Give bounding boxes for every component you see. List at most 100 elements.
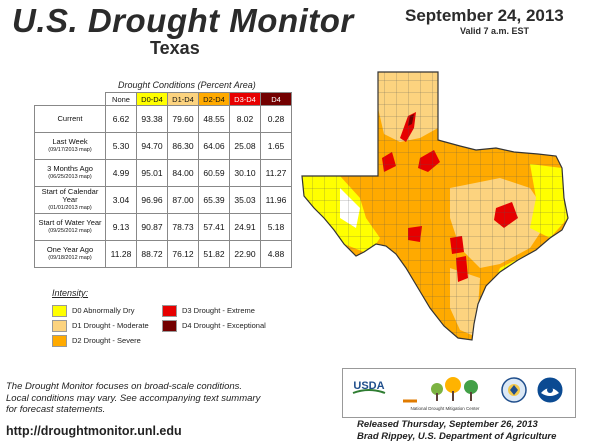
table-cell: 0.28 [260, 105, 292, 133]
table-cell: 6.62 [105, 105, 137, 133]
table-cell: 8.02 [229, 105, 261, 133]
row-label-text: One Year Ago [46, 245, 94, 254]
table-cell: 93.38 [136, 105, 168, 133]
col-header: D3-D4 [229, 92, 261, 106]
table-cell: 84.00 [167, 159, 199, 187]
col-header: None [105, 92, 137, 106]
legend-swatch [52, 305, 67, 317]
table-title: Drought Conditions (Percent Area) [118, 80, 256, 90]
table-cell: 24.91 [229, 213, 261, 241]
row-label-sub: (09/17/2013 map) [48, 147, 92, 153]
table-cell: 1.65 [260, 132, 292, 160]
table-cell: 48.55 [198, 105, 230, 133]
table-cell: 96.96 [136, 186, 168, 214]
valid-time: Valid 7 a.m. EST [460, 26, 530, 36]
drought-conditions-table: None D0-D4 D1-D4 D2-D4 D3-D4 D4 Current 6… [34, 92, 292, 268]
legend-label: D4 Drought - Exceptional [182, 321, 266, 330]
usda-text: USDA [353, 380, 384, 392]
row-label: One Year Ago (09/18/2012 map) [34, 240, 106, 268]
table-cell: 3.04 [105, 186, 137, 214]
table-row: Current 6.62 93.38 79.60 48.55 8.02 0.28 [34, 105, 292, 133]
table-cell: 79.60 [167, 105, 199, 133]
table-row: Start of Calendar Year (01/01/2013 map) 3.… [34, 186, 292, 214]
row-label-text: Start of Water Year [38, 218, 102, 227]
legend-swatch [52, 320, 67, 332]
state-outline [301, 71, 569, 341]
row-label-sub: (09/25/2012 map) [48, 228, 92, 234]
table-cell: 9.13 [105, 213, 137, 241]
col-header: D2-D4 [198, 92, 230, 106]
table-cell: 35.03 [229, 186, 261, 214]
legend-label: D2 Drought - Severe [72, 336, 141, 345]
map-date: September 24, 2013 [405, 6, 564, 25]
author-credit: Brad Rippey, U.S. Department of Agricult… [357, 431, 557, 442]
table-row: 3 Months Ago (06/25/2013 map) 4.99 95.01 84.… [34, 159, 292, 187]
legend-swatch [162, 305, 177, 317]
table-cell: 86.30 [167, 132, 199, 160]
row-label-text: 3 Months Ago [47, 164, 93, 173]
legend-swatch [52, 335, 67, 347]
row-label: Current [34, 105, 106, 133]
texas-drought-map [301, 71, 569, 341]
table-cell: 95.01 [136, 159, 168, 187]
row-label-text: Current [57, 114, 83, 123]
table-cell: 78.73 [167, 213, 199, 241]
note-line: Local conditions may vary. See accompany… [6, 392, 261, 404]
drought-areas [302, 72, 568, 340]
table-cell: 11.96 [260, 186, 292, 214]
legend-label: D0 Abnormally Dry [72, 306, 135, 315]
row-label: Start of Water Year (09/25/2012 map) [34, 213, 106, 241]
table-cell: 22.90 [229, 240, 261, 268]
legend-title: Intensity: [52, 288, 89, 298]
table-cell: 11.28 [105, 240, 137, 268]
table-cell: 65.39 [198, 186, 230, 214]
table-cell: 4.88 [260, 240, 292, 268]
table-cell: 4.99 [105, 159, 137, 187]
table-corner [35, 93, 106, 106]
legend-label: D3 Drought - Extreme [182, 306, 255, 315]
table-header-row: None D0-D4 D1-D4 D2-D4 D3-D4 D4 [35, 92, 292, 106]
table-cell: 5.18 [260, 213, 292, 241]
map-title: U.S. Drought Monitor [12, 2, 354, 39]
col-header: D0-D4 [136, 92, 168, 106]
table-cell: 60.59 [198, 159, 230, 187]
table-cell: 64.06 [198, 132, 230, 160]
row-label: Start of Calendar Year (01/01/2013 map) [34, 186, 106, 214]
table-cell: 76.12 [167, 240, 199, 268]
table-cell: 88.72 [136, 240, 168, 268]
row-label-text: Last Week [52, 137, 88, 146]
ndmc-text: National Drought Mitigation Center [410, 406, 480, 411]
note-line: The Drought Monitor focuses on broad-sca… [6, 381, 243, 392]
site-link[interactable]: http://droughtmonitor.unl.edu [6, 424, 182, 438]
table-cell: 51.82 [198, 240, 230, 268]
row-label: Last Week (09/17/2013 map) [34, 132, 106, 160]
table-cell: 25.08 [229, 132, 261, 160]
release-date: Released Thursday, September 26, 2013 [357, 419, 538, 430]
table-row: Start of Water Year (09/25/2012 map) 9.13 9… [34, 213, 292, 241]
row-label-sub: (09/18/2012 map) [48, 255, 92, 261]
partner-logos: USDA National Drought Mitigation Center [342, 368, 576, 418]
region-name: Texas [150, 38, 200, 58]
row-label-sub: (06/25/2013 map) [48, 174, 92, 180]
usda-logo: USDA [351, 375, 387, 397]
col-header: D4 [260, 92, 292, 106]
row-label: 3 Months Ago (06/25/2013 map) [34, 159, 106, 187]
table-cell: 94.70 [136, 132, 168, 160]
col-header: D1-D4 [167, 92, 199, 106]
table-row: Last Week (09/17/2013 map) 5.30 94.70 86.30 6… [34, 132, 292, 160]
table-cell: 90.87 [136, 213, 168, 241]
table-cell: 5.30 [105, 132, 137, 160]
table-row: One Year Ago (09/18/2012 map) 11.28 88.72 76… [34, 240, 292, 268]
row-label-text: Start of Calendar Year [41, 187, 99, 204]
doc-seal-icon [501, 377, 527, 403]
table-cell: 11.27 [260, 159, 292, 187]
noaa-logo [537, 377, 563, 403]
disclaimer-note: The Drought Monitor focuses on broad-sca… [6, 381, 260, 416]
table-cell: 57.41 [198, 213, 230, 241]
table-cell: 87.00 [167, 186, 199, 214]
row-label-sub: (01/01/2013 map) [48, 205, 92, 211]
note-line: for forecast statements. [6, 404, 106, 415]
ndmc-logo: National Drought Mitigation Center [397, 373, 493, 413]
legend-swatch [162, 320, 177, 332]
county-lines [302, 72, 568, 340]
